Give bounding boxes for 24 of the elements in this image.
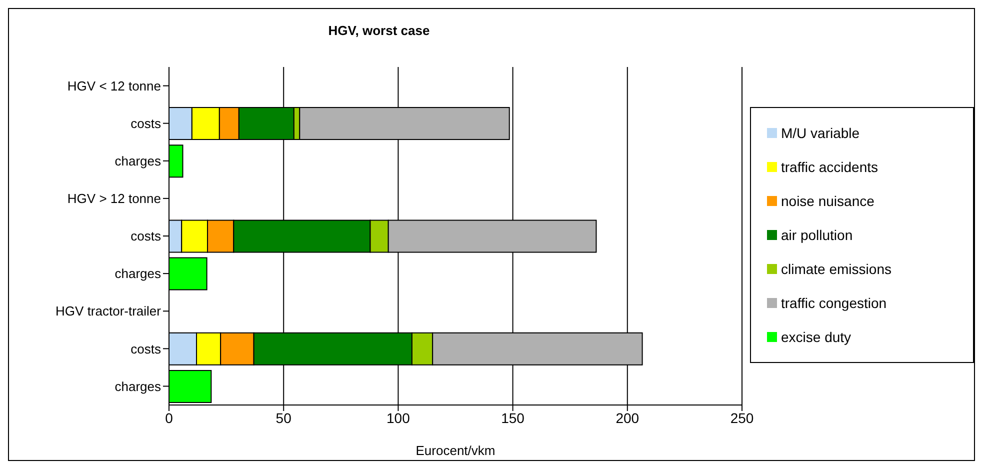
x-tick-label: 0 bbox=[165, 410, 174, 426]
y-tick-label: charges bbox=[114, 154, 162, 169]
y-tick-label: HGV tractor-trailer bbox=[56, 304, 162, 319]
y-tick-label: charges bbox=[114, 266, 162, 282]
y-tick-label: HGV > 12 tonne bbox=[67, 191, 161, 206]
x-axis-title: Eurocent/vkm bbox=[416, 443, 496, 458]
x-tick-label: 200 bbox=[616, 410, 640, 426]
chart-title: HGV, worst case bbox=[327, 23, 431, 38]
y-tick-label: HGV < 12 tonne bbox=[67, 78, 161, 94]
x-tick-label: 100 bbox=[386, 410, 410, 426]
y-tick-label: costs bbox=[130, 116, 162, 131]
legend-label: traffic accidents bbox=[781, 158, 878, 174]
x-tick-label: 50 bbox=[276, 410, 292, 426]
y-tick-label: charges bbox=[114, 378, 162, 394]
legend-label: excise duty bbox=[781, 328, 852, 344]
x-tick-label: 250 bbox=[730, 410, 754, 426]
legend-label: climate emissions bbox=[781, 260, 892, 276]
legend-label: noise nuisance bbox=[781, 192, 874, 208]
x-tick-label: 150 bbox=[501, 410, 525, 426]
legend-label: air pollution bbox=[781, 226, 853, 242]
y-tick-label: costs bbox=[130, 228, 162, 244]
y-tick-label: costs bbox=[130, 341, 162, 356]
legend-label: traffic congestion bbox=[781, 294, 887, 310]
legend-label: M/U variable bbox=[781, 124, 860, 140]
